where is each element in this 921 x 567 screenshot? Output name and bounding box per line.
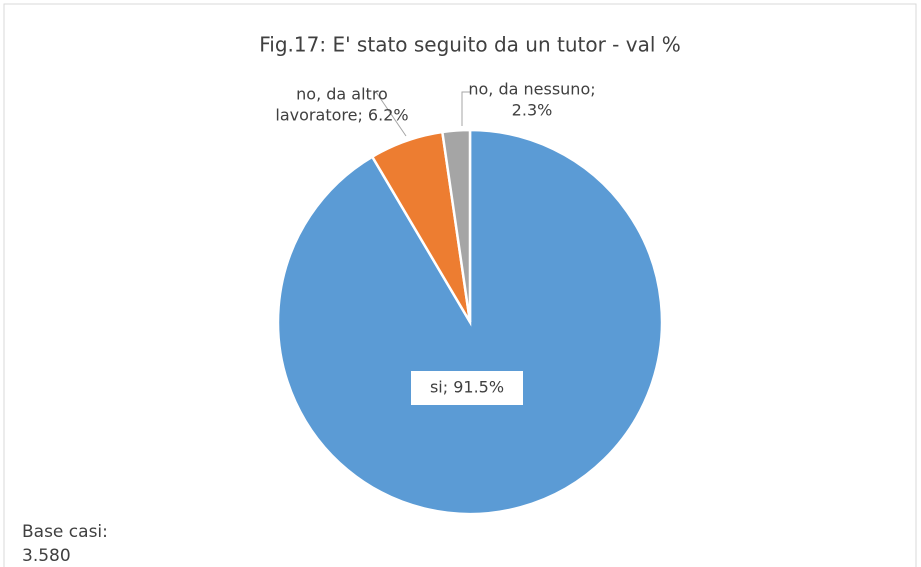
footnote: Base casi:: [22, 522, 108, 542]
leader-line: [461, 91, 470, 126]
label-box: [411, 371, 523, 405]
data-label: 2.3%: [512, 101, 553, 120]
data-label: no, da nessuno;: [468, 80, 595, 99]
chart-title: Fig.17: E' stato seguito da un tutor - v…: [259, 33, 681, 57]
data-label: no, da altro: [296, 85, 388, 104]
data-label: lavoratore; 6.2%: [275, 106, 408, 125]
footnote: 3.580: [22, 546, 71, 566]
pie-slice: [440, 128, 472, 323]
data-label: si; 91.5%: [430, 378, 504, 397]
leader-line: [375, 91, 407, 137]
